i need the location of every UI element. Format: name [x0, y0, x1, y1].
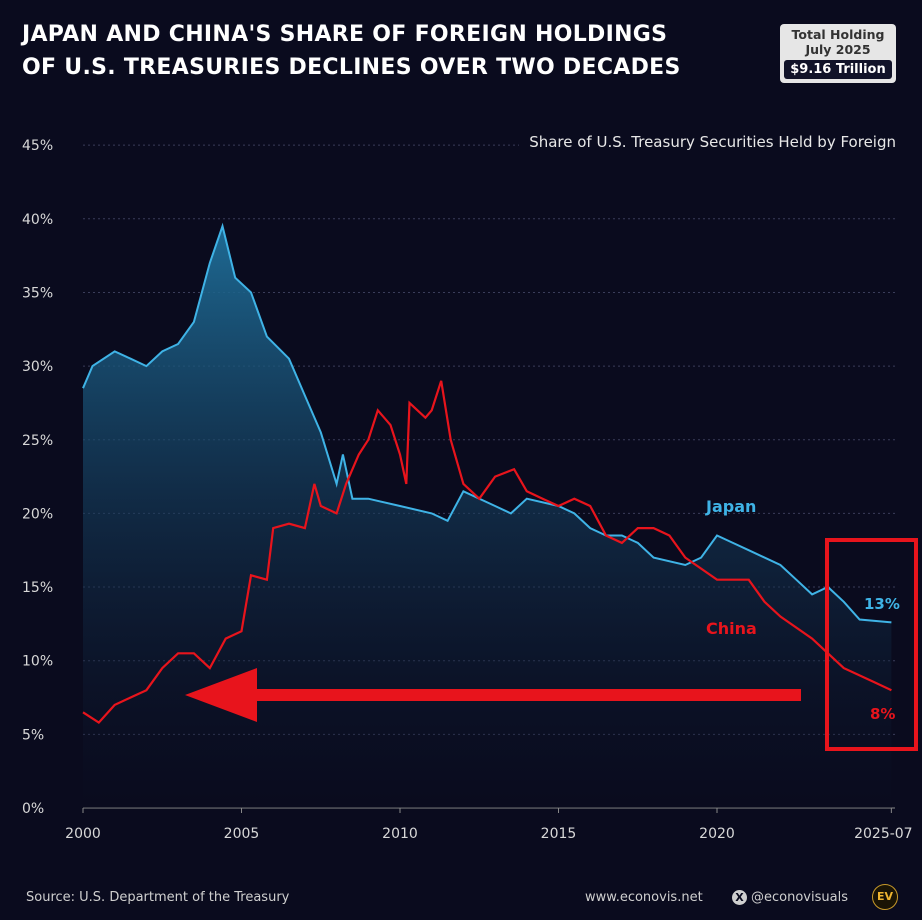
decline-arrow-icon: [185, 668, 257, 722]
social-handle[interactable]: X @econovisuals: [732, 890, 848, 905]
japan-label: Japan: [705, 497, 756, 516]
y-tick-label: 30%: [22, 359, 53, 375]
title-line-2: OF U.S. TREASURIES DECLINES OVER TWO DEC…: [22, 55, 681, 80]
source-note: Source: U.S. Department of the Treasury: [26, 890, 290, 905]
x-tick-label: 2005: [224, 826, 260, 842]
japan-line: [82, 222, 892, 624]
badge-label: Total Holding: [791, 27, 885, 42]
japan-end-value: 13%: [864, 595, 900, 613]
y-tick-label: 35%: [22, 285, 53, 301]
y-tick-label: 10%: [22, 654, 53, 670]
y-tick-label: 40%: [22, 212, 53, 228]
china-label: China: [706, 619, 757, 638]
y-tick-label: 15%: [22, 580, 53, 596]
x-tick-label: 2000: [65, 826, 101, 842]
china-end-value: 8%: [870, 705, 895, 723]
website-link[interactable]: www.econovis.net: [585, 890, 703, 905]
china-line: [82, 380, 892, 725]
chart-subtitle: Share of U.S. Treasury Securities Held b…: [519, 133, 896, 151]
title-line-1: JAPAN AND CHINA'S SHARE OF FOREIGN HOLDI…: [22, 22, 668, 47]
x-tick-label: 2025-07: [854, 826, 913, 842]
x-tick-label: 2015: [541, 826, 577, 842]
japan-area: [83, 226, 892, 808]
chart-title: JAPAN AND CHINA'S SHARE OF FOREIGN HOLDI…: [22, 18, 681, 84]
total-holding-badge: Total Holding July 2025 $9.16 Trillion: [780, 24, 896, 83]
badge-value: $9.16 Trillion: [784, 60, 892, 79]
social-handle-text: @econovisuals: [751, 890, 848, 905]
x-tick-label: 2010: [382, 826, 418, 842]
y-tick-label: 25%: [22, 433, 53, 449]
decline-arrow-shaft: [255, 689, 801, 701]
y-tick-label: 45%: [22, 138, 53, 154]
x-tick-label: 2020: [699, 826, 735, 842]
x-logo-icon: X: [732, 890, 747, 905]
econovis-logo: EV: [872, 884, 898, 910]
highlight-box: [825, 538, 918, 751]
y-tick-label: 20%: [22, 506, 53, 522]
y-tick-label: 5%: [22, 727, 44, 743]
y-tick-label: 0%: [22, 801, 44, 817]
badge-date: July 2025: [805, 42, 871, 57]
